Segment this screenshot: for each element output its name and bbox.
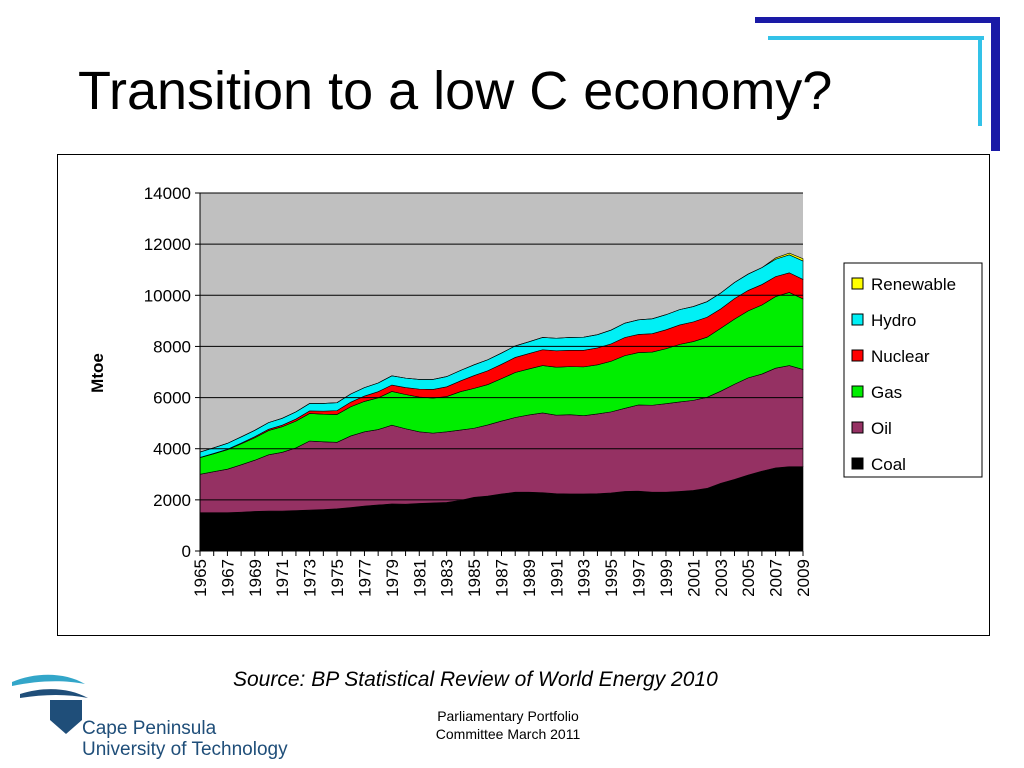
legend-label-renewable: Renewable (871, 275, 956, 294)
logo-shield-mark (50, 700, 82, 734)
x-tick-label: 2009 (794, 559, 813, 597)
x-tick-label: 1975 (328, 559, 347, 597)
y-tick-label: 2000 (153, 491, 191, 510)
y-tick-label: 10000 (144, 286, 191, 305)
x-tick-label: 1993 (575, 559, 594, 597)
legend-label-oil: Oil (871, 419, 892, 438)
x-tick-label: 1987 (493, 559, 512, 597)
deco-dark-blue-horizontal (755, 17, 1000, 23)
source-citation: Source: BP Statistical Review of World E… (233, 668, 718, 691)
y-axis-label: Mtoe (88, 353, 107, 393)
y-tick-label: 8000 (153, 337, 191, 356)
x-tick-label: 1971 (273, 559, 292, 597)
slide-title: Transition to a low C economy? (78, 61, 833, 121)
deco-dark-blue-vertical (991, 17, 1000, 151)
area-renewable (199, 252, 804, 453)
deco-light-blue-horizontal (768, 36, 984, 40)
y-tick-label: 0 (182, 542, 191, 561)
chart-frame: 0 2000 4000 6000 8000 10000 12000 14000 1965 196… (57, 154, 990, 636)
y-tick-label: 12000 (144, 235, 191, 254)
x-tick-label: 1965 (191, 559, 210, 597)
x-tick-label: 2001 (684, 559, 703, 597)
x-tick-label: 1973 (301, 559, 320, 597)
y-tick-label: 6000 (153, 389, 191, 408)
logo-wave-mark-2 (20, 689, 88, 698)
x-tick-label: 1981 (410, 559, 429, 597)
x-tick-labels: 1965 1967 1969 1971 1973 1975 1977 1979 1981 1983… (191, 559, 813, 597)
gridlines (200, 192, 803, 501)
x-tick-label: 1977 (355, 559, 374, 597)
legend-box (843, 262, 983, 478)
footer-line-1: Parliamentary Portfolio (437, 708, 579, 724)
university-logo: Cape Peninsula University of Technology (12, 674, 288, 760)
y-tick-label: 4000 (153, 440, 191, 459)
legend-swatch-renewable (851, 277, 864, 290)
legend-swatch-gas (851, 385, 864, 398)
x-tick-label: 1997 (630, 559, 649, 597)
legend-swatch-coal (851, 457, 864, 470)
x-tick-label: 1995 (602, 559, 621, 597)
logo-text-line-2: University of Technology (82, 739, 288, 760)
footer-line-2: Committee March 2011 (435, 726, 581, 742)
legend-swatch-oil (851, 421, 864, 434)
footer-note: Parliamentary Portfolio Committee March … (398, 707, 618, 743)
x-tick-label: 1991 (547, 559, 566, 597)
legend-label-nuclear: Nuclear (871, 347, 930, 366)
x-tick-label: 2005 (739, 559, 758, 597)
y-tick-labels: 0 2000 4000 6000 8000 10000 12000 14000 (144, 184, 191, 561)
x-tick-label: 1999 (657, 559, 676, 597)
x-tick-label: 2007 (767, 559, 786, 597)
axes (195, 192, 804, 556)
x-tick-label: 1967 (218, 559, 237, 597)
logo-text-line-1: Cape Peninsula (82, 718, 217, 739)
legend: Renewable Hydro Nuclear Gas Oil Coal (843, 262, 983, 478)
legend-label-coal: Coal (871, 455, 906, 474)
x-tick-label: 1983 (438, 559, 457, 597)
area-series-group (199, 252, 804, 552)
legend-swatch-nuclear (851, 349, 864, 362)
x-tick-label: 1989 (520, 559, 539, 597)
logo-wave-mark (12, 674, 85, 686)
y-tick-label: 14000 (144, 184, 191, 203)
legend-label-hydro: Hydro (871, 311, 916, 330)
deco-light-blue-vertical (978, 36, 982, 126)
legend-label-gas: Gas (871, 383, 902, 402)
x-tick-label: 2003 (712, 559, 731, 597)
x-tick-label: 1969 (246, 559, 265, 597)
x-tick-label: 1985 (465, 559, 484, 597)
legend-swatch-hydro (851, 313, 864, 326)
x-tick-label: 1979 (383, 559, 402, 597)
